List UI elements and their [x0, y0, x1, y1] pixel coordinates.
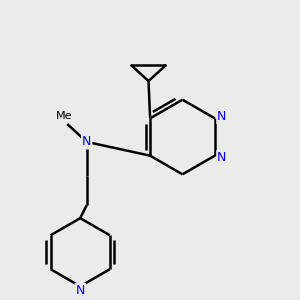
Text: Me: Me — [56, 111, 72, 121]
Text: N: N — [217, 151, 226, 164]
Text: N: N — [217, 110, 226, 123]
Text: N: N — [76, 284, 85, 297]
Text: N: N — [82, 135, 92, 148]
